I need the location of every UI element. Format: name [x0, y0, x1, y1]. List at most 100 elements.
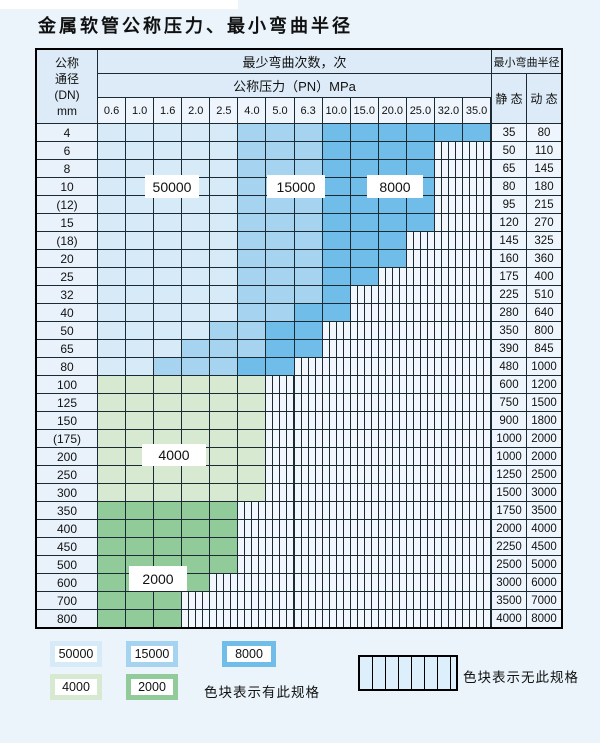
- static-value-cell: 3000: [491, 573, 526, 591]
- no-spec-cell: [406, 519, 435, 537]
- dynamic-value-cell: 3500: [526, 501, 561, 519]
- no-spec-cell: [378, 519, 407, 537]
- legend-has-spec-text: 色块表示有此规格: [204, 685, 320, 700]
- spec-cell: [266, 159, 295, 177]
- spec-cell: [182, 321, 211, 339]
- spec-cell: [182, 249, 211, 267]
- no-spec-cell: [266, 465, 295, 483]
- pressure-tick: 4.0: [238, 98, 267, 123]
- spec-cell: [406, 141, 435, 159]
- no-spec-cell: [294, 357, 323, 375]
- table-row: 50 350 800: [37, 321, 561, 339]
- static-value-cell: 2500: [491, 555, 526, 573]
- spec-cell: [98, 501, 127, 519]
- corner-header-dn: 公称 通径 (DN) mm: [37, 50, 98, 123]
- no-spec-cell: [463, 357, 492, 375]
- spec-cell: [98, 177, 127, 195]
- spec-cell: [378, 213, 407, 231]
- no-spec-cell: [378, 303, 407, 321]
- no-spec-cell: [378, 267, 407, 285]
- no-spec-cell: [463, 339, 492, 357]
- no-spec-cell: [463, 501, 492, 519]
- no-spec-cell: [350, 447, 379, 465]
- spec-cell: [238, 249, 267, 267]
- spec-cell: [126, 123, 155, 141]
- no-spec-cell: [350, 501, 379, 519]
- spec-cell: [154, 483, 183, 501]
- spec-cell: [126, 519, 155, 537]
- dn-cell: 250: [37, 465, 98, 483]
- spec-cell: [210, 357, 239, 375]
- no-spec-cell: [378, 447, 407, 465]
- no-spec-cell: [182, 591, 211, 609]
- dn-cell: 8: [37, 159, 98, 177]
- spec-cell: [322, 141, 351, 159]
- no-spec-cell: [434, 393, 464, 411]
- spec-cell: [98, 573, 127, 591]
- no-spec-cell: [463, 321, 492, 339]
- spec-cell: [350, 141, 379, 159]
- pressure-tick: 2.0: [182, 98, 211, 123]
- no-spec-cell: [434, 411, 464, 429]
- no-spec-cell: [434, 573, 464, 591]
- no-spec-cell: [350, 339, 379, 357]
- dynamic-value-cell: 180: [526, 177, 561, 195]
- dynamic-value-cell: 145: [526, 159, 561, 177]
- spec-cell: [266, 321, 295, 339]
- no-spec-cell: [434, 267, 464, 285]
- static-value-cell: 1500: [491, 483, 526, 501]
- spec-cell: [238, 303, 267, 321]
- no-spec-cell: [406, 465, 435, 483]
- table-header: 公称 通径 (DN) mm 最少弯曲次数，次 公称压力（PN）MPa 0.6 1.…: [37, 50, 561, 123]
- table-row: 20 160 360: [37, 249, 561, 267]
- spec-cell: [238, 465, 267, 483]
- row-cells: [98, 339, 492, 357]
- spec-cell: [210, 465, 239, 483]
- spec-cell: [210, 303, 239, 321]
- dn-cell: 700: [37, 591, 98, 609]
- static-value-cell: 120: [491, 213, 526, 231]
- no-spec-cell: [378, 339, 407, 357]
- spec-cell: [98, 429, 127, 447]
- static-value-cell: 35: [491, 123, 526, 141]
- table-row: 15 120 270: [37, 213, 561, 231]
- region-label-15000: 15000: [267, 175, 325, 198]
- no-spec-cell: [266, 573, 295, 591]
- dynamic-value-cell: 6000: [526, 573, 561, 591]
- spec-cell: [182, 501, 211, 519]
- dynamic-value-cell: 270: [526, 213, 561, 231]
- spec-cell: [210, 447, 239, 465]
- no-spec-cell: [378, 591, 407, 609]
- spec-cell: [182, 483, 211, 501]
- row-cells: [98, 609, 492, 627]
- spec-cell: [350, 249, 379, 267]
- no-spec-cell: [266, 447, 295, 465]
- no-spec-cell: [238, 501, 267, 519]
- no-spec-cell: [322, 465, 351, 483]
- row-cells: [98, 285, 492, 303]
- table-row: 400 2000 4000: [37, 519, 561, 537]
- dn-cell: 80: [37, 357, 98, 375]
- no-spec-cell: [322, 321, 351, 339]
- no-spec-cell: [434, 429, 464, 447]
- dynamic-value-cell: 5000: [526, 555, 561, 573]
- spec-cell: [210, 177, 239, 195]
- spec-cell: [182, 465, 211, 483]
- static-value-cell: 145: [491, 231, 526, 249]
- table-row: 300 1500 3000: [37, 483, 561, 501]
- pressure-tick: 5.0: [266, 98, 295, 123]
- spec-cell: [210, 321, 239, 339]
- region-label-50000: 50000: [145, 175, 199, 198]
- table-row: (18) 145 325: [37, 231, 561, 249]
- spec-cell: [98, 321, 127, 339]
- spec-cell: [98, 609, 127, 627]
- corner-line: (DN): [54, 87, 80, 102]
- table-row: 200 1000 2000: [37, 447, 561, 465]
- row-cells: [98, 231, 492, 249]
- no-spec-cell: [238, 537, 267, 555]
- no-spec-cell: [294, 375, 323, 393]
- spec-cell: [126, 159, 155, 177]
- no-spec-cell: [434, 555, 464, 573]
- scan-artifact-strip: [0, 0, 238, 9]
